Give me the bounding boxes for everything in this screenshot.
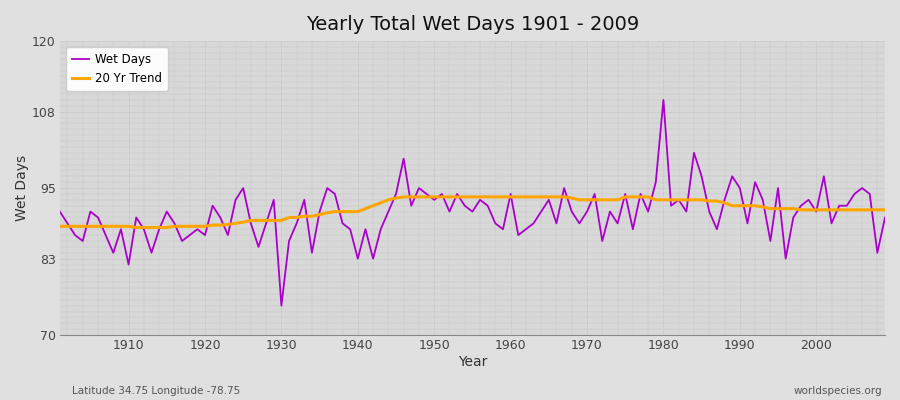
20 Yr Trend (520, 194, 531, 199)
Line: 20 Yr Trend: 20 Yr Trend (59, 197, 885, 228)
Line: Wet Days: Wet Days (59, 100, 885, 306)
Wet Days (276, 303, 287, 308)
Wet Days (879, 215, 890, 220)
20 Yr Trend (130, 225, 141, 230)
Wet Days (605, 209, 616, 214)
20 Yr Trend (292, 215, 302, 220)
Text: worldspecies.org: worldspecies.org (794, 386, 882, 396)
Wet Days (292, 221, 302, 226)
Wet Days (513, 233, 524, 238)
Y-axis label: Wet Days: Wet Days (15, 155, 29, 221)
20 Yr Trend (398, 194, 409, 199)
20 Yr Trend (338, 209, 348, 214)
X-axis label: Year: Year (458, 355, 487, 369)
20 Yr Trend (879, 208, 890, 212)
20 Yr Trend (513, 194, 524, 199)
Legend: Wet Days, 20 Yr Trend: Wet Days, 20 Yr Trend (66, 47, 168, 91)
Wet Days (658, 98, 669, 102)
Title: Yearly Total Wet Days 1901 - 2009: Yearly Total Wet Days 1901 - 2009 (306, 15, 639, 34)
Wet Days (505, 192, 516, 196)
20 Yr Trend (54, 224, 65, 229)
Wet Days (54, 209, 65, 214)
Wet Days (115, 227, 126, 232)
20 Yr Trend (115, 224, 126, 229)
20 Yr Trend (612, 198, 623, 202)
Text: Latitude 34.75 Longitude -78.75: Latitude 34.75 Longitude -78.75 (72, 386, 240, 396)
Wet Days (338, 221, 348, 226)
